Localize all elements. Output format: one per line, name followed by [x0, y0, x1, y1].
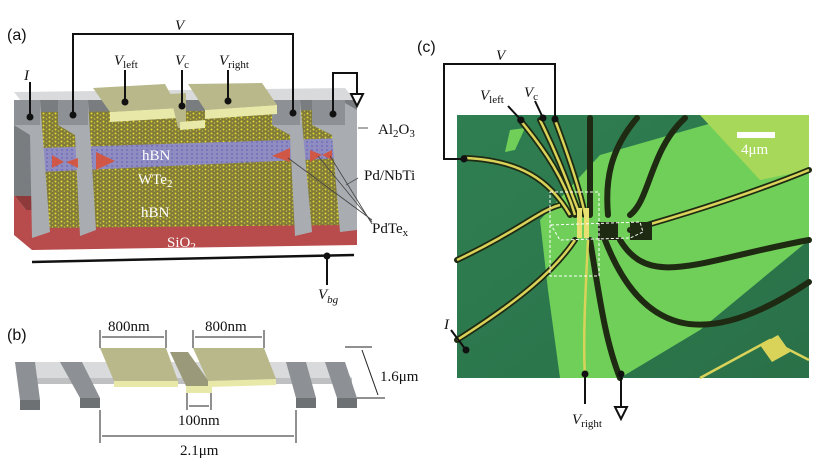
label-pd-nbti: Pd/NbTi [364, 168, 415, 184]
device-cross-section [14, 83, 357, 250]
label-v-left: Vleft [114, 53, 138, 71]
scale-bar-label: 4μm [741, 142, 769, 158]
electrode-left [93, 84, 178, 112]
label-i: I [23, 68, 30, 84]
dim-gap: 100nm [178, 413, 220, 429]
panel-label-b: (b) [7, 327, 27, 344]
dim-right: 800nm [205, 319, 247, 335]
hbn-bottom-layer [40, 158, 345, 228]
label-v-c: Vc [524, 85, 538, 103]
pad-left [100, 348, 178, 381]
label-i: I [443, 317, 450, 333]
circuit-wires-c [443, 63, 629, 422]
label-v: V [496, 48, 507, 64]
label-al2o3: Al2O3 [378, 122, 415, 140]
pad-center [170, 352, 212, 386]
label-v: V [175, 18, 186, 34]
label-hbn-top: hBN [142, 148, 171, 164]
label-pdtex: PdTex [372, 221, 409, 239]
optical-micrograph: 4μm [454, 115, 812, 381]
scale-bar [737, 132, 775, 138]
labels-a: V I Vleft Vc Vright Vbg hBN WTe2 hBN SiO… [23, 18, 415, 306]
device-top-view [15, 348, 357, 410]
wte2-layer [40, 138, 345, 178]
label-v-left: Vleft [480, 88, 504, 106]
ground-arrow-icon [349, 93, 365, 109]
label-v-bg: Vbg [318, 287, 339, 306]
label-v-right: Vright [219, 53, 249, 71]
label-hbn-bottom: hBN [141, 205, 170, 221]
dim-left: 800nm [108, 319, 150, 335]
electrode-right [188, 83, 277, 110]
panel-label-a: (a) [7, 27, 27, 44]
contact-pads [15, 362, 357, 410]
label-sio2: SiO2 [167, 235, 196, 253]
dim-total: 2.1μm [180, 443, 219, 459]
dimension-lines [99, 330, 385, 443]
circuit-wires-a [26, 33, 373, 285]
labels-b: 800nm 800nm 100nm 2.1μm 1.6μm [108, 319, 419, 459]
flake-outline [550, 221, 644, 241]
panel-label-c: (c) [417, 39, 436, 56]
label-wte2: WTe2 [138, 172, 172, 190]
pad-right [193, 348, 276, 381]
pdtex-regions [52, 148, 332, 170]
label-v-c: Vc [175, 53, 189, 71]
labels-c: V Vleft Vc I Vright [443, 48, 602, 430]
ground-arrow-icon [613, 406, 629, 422]
zoom-box [549, 191, 600, 277]
dim-depth: 1.6μm [380, 369, 419, 385]
leads-gold [456, 119, 810, 380]
label-v-right: Vright [572, 412, 602, 430]
